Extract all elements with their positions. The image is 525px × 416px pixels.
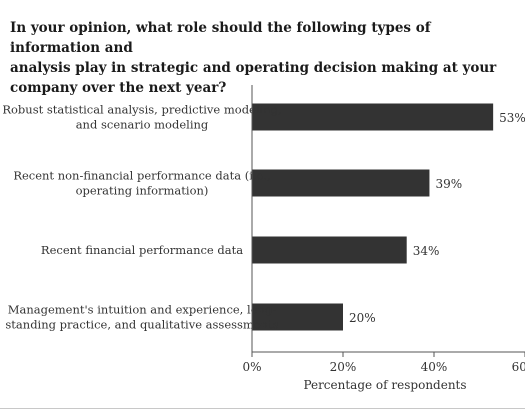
value-label-2: 39%: [435, 177, 462, 191]
category-label-2: Recent non-financial performance data (i…: [13, 169, 270, 198]
x-tick-label-3: 40%: [421, 360, 448, 374]
bar-3: [252, 236, 407, 264]
title-line-1: In your opinion, what role should the fo…: [10, 20, 431, 56]
bar-4: [252, 303, 343, 331]
category-label-1-line-2: and scenario modeling: [76, 118, 209, 132]
category-label-4-line-1: Management's intuition and experience, l…: [8, 303, 277, 317]
category-label-1: Robust statistical analysis, predictive …: [2, 103, 281, 132]
bar-1: [252, 103, 494, 131]
bars-group: [252, 103, 494, 331]
category-label-2-line-2: operating information): [76, 184, 209, 198]
value-label-3: 34%: [413, 244, 440, 258]
category-label-2-line-1: Recent non-financial performance data (i…: [13, 169, 270, 183]
value-label-1: 53%: [499, 111, 525, 125]
x-axis-title: Percentage of respondents: [303, 378, 466, 392]
value-labels-group: 53% 39% 34% 20%: [349, 111, 525, 325]
title-line-2: analysis play in strategic and operating…: [10, 60, 497, 76]
category-label-3-line-1: Recent financial performance data: [41, 243, 243, 257]
category-label-4: Management's intuition and experience, l…: [5, 303, 278, 332]
category-label-4-line-2: standing practice, and qualitative asses…: [5, 318, 278, 332]
title-line-3: company over the next year?: [10, 80, 227, 96]
x-tick-label-4: 60%: [512, 360, 525, 374]
bar-2: [252, 169, 430, 197]
x-ticks-group: 0% 20% 40% 60%: [242, 352, 525, 374]
value-label-4: 20%: [349, 311, 376, 325]
category-label-1-line-1: Robust statistical analysis, predictive …: [2, 103, 281, 117]
x-tick-label-2: 20%: [330, 360, 357, 374]
bottom-divider: [0, 408, 525, 409]
category-labels-group: Robust statistical analysis, predictive …: [2, 103, 281, 332]
category-label-3: Recent financial performance data: [41, 243, 243, 257]
x-tick-label-1: 0%: [242, 360, 261, 374]
chart-title: In your opinion, what role should the fo…: [10, 18, 515, 98]
